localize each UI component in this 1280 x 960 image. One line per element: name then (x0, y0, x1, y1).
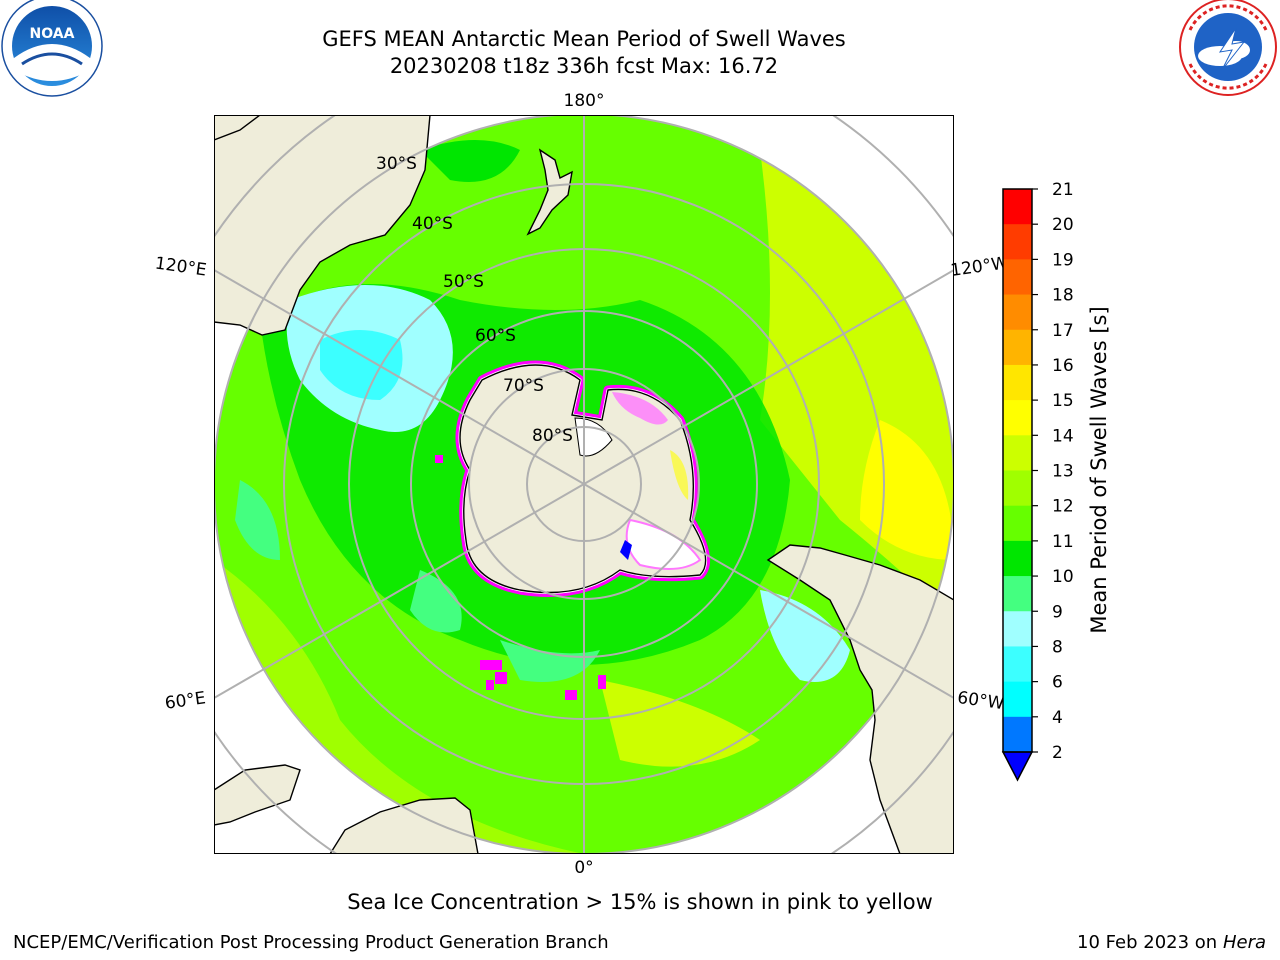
lat-label-50s: 50°S (443, 272, 484, 292)
lon-label-60w: 60°W (956, 688, 1005, 714)
noaa-logo: NOAA (1, 0, 103, 97)
colorbar-segment (1003, 646, 1032, 683)
lon-label-0: 0° (574, 858, 593, 878)
nws-logo (1179, 0, 1277, 96)
colorbar-label: Mean Period of Swell Waves [s] (1087, 306, 1111, 633)
colorbar-tick-label: 16 (1052, 356, 1074, 376)
graticule (214, 115, 954, 854)
lat-label-40s: 40°S (412, 214, 453, 234)
colorbar-tick-label: 10 (1052, 567, 1074, 587)
colorbar-tick-label: 12 (1052, 497, 1074, 517)
colorbar-segment (1003, 470, 1032, 507)
colorbar-segment (1003, 329, 1032, 366)
footer-host: Hera (1222, 932, 1266, 953)
colorbar-segment (1003, 259, 1032, 296)
colorbar-segment (1003, 435, 1032, 471)
colorbar-tick-label: 8 (1052, 637, 1063, 657)
colorbar-segment (1003, 224, 1032, 260)
colorbar-extend-min (1001, 751, 1034, 782)
colorbar-tick-label: 13 (1052, 462, 1074, 482)
colorbar-segment (1003, 540, 1032, 577)
colorbar: 21 20 19 18 17 16 15 14 13 12 11 10 9 8 6 4 2 (1001, 180, 1074, 782)
colorbar-segment (1003, 505, 1032, 542)
chart-subtitle: 20230208 t18z 336h fcst Max: 16.72 (389, 54, 779, 78)
colorbar-tick-label: 9 (1052, 602, 1063, 622)
chart-title: GEFS MEAN Antarctic Mean Period of Swell… (322, 27, 846, 51)
colorbar-tick-label: 18 (1052, 286, 1074, 306)
colorbar-tick-label: 21 (1052, 180, 1074, 200)
colorbar-segment (1003, 681, 1032, 718)
lon-label-120e: 120°E (154, 254, 208, 281)
lat-label-60s: 60°S (475, 326, 516, 346)
footer-date-text: 10 Feb 2023 on (1077, 932, 1218, 953)
colorbar-tick-label: 15 (1052, 391, 1074, 411)
lat-label-80s: 80°S (532, 426, 573, 446)
map-area (214, 115, 954, 854)
footer-date: 10 Feb 2023 on Hera (1077, 932, 1266, 953)
colorbar-tick-label: 6 (1052, 673, 1063, 693)
footer-credit: NCEP/EMC/Verification Post Processing Pr… (13, 932, 609, 953)
colorbar-tick-label: 14 (1052, 426, 1074, 446)
colorbar-segment (1003, 189, 1032, 225)
colorbar-tick-label: 17 (1052, 321, 1074, 341)
colorbar-segment (1003, 576, 1032, 612)
lon-label-60e: 60°E (164, 688, 207, 713)
colorbar-tick-label: 4 (1052, 708, 1063, 728)
lon-label-180: 180° (564, 91, 605, 111)
colorbar-tick-label: 19 (1052, 250, 1074, 270)
lat-label-70s: 70°S (503, 376, 544, 396)
colorbar-segment (1003, 716, 1032, 753)
lat-label-30s: 30°S (376, 154, 417, 174)
colorbar-tick-label: 20 (1052, 215, 1074, 235)
colorbar-segment (1003, 294, 1032, 331)
colorbar-segment (1003, 611, 1032, 647)
lon-label-120w: 120°W (949, 253, 1009, 281)
svg-text:NOAA: NOAA (30, 26, 75, 42)
colorbar-tick-label: 2 (1052, 743, 1063, 763)
colorbar-segment (1003, 400, 1032, 436)
colorbar-tick-label: 11 (1052, 532, 1074, 552)
sea-ice-caption: Sea Ice Concentration > 15% is shown in … (347, 890, 933, 914)
colorbar-segment (1003, 364, 1032, 401)
antarctica (435, 360, 711, 700)
